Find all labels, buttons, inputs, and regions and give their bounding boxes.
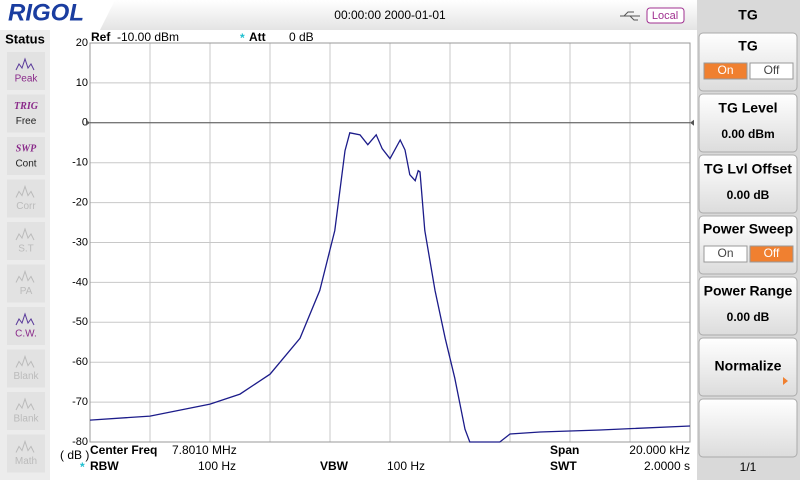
status-item[interactable] (7, 179, 45, 218)
toggle-label: On (717, 246, 733, 260)
status-icon (15, 184, 35, 198)
status-icon (15, 439, 35, 453)
menu-button[interactable] (698, 93, 798, 153)
status-item[interactable] (7, 222, 45, 260)
menu-page: 1/1 (740, 460, 757, 474)
status-label: Blank (13, 414, 39, 425)
status-label: Peak (15, 74, 39, 85)
rbw-label: RBW (90, 459, 119, 473)
ref-label: Ref (91, 30, 111, 44)
y-tick-label: -60 (72, 356, 88, 368)
menu-button[interactable] (698, 337, 798, 397)
ref-marker-left (86, 119, 90, 126)
toggle-option[interactable] (703, 62, 748, 80)
y-tick-label: -20 (72, 197, 88, 209)
mode-box (646, 7, 685, 24)
y-tick-label: -30 (72, 236, 88, 248)
menu-title: TG (738, 7, 758, 23)
plot-border (89, 42, 691, 443)
status-label: Math (15, 456, 37, 467)
status-icon (15, 227, 35, 241)
att-value: 0 dB (289, 30, 314, 44)
status-item[interactable] (7, 307, 45, 345)
status-item[interactable] (7, 94, 45, 133)
menu-button-label: Power Sweep (703, 221, 793, 237)
status-icon (15, 354, 35, 368)
logo: RIGOL (8, 0, 84, 26)
status-item[interactable] (7, 137, 45, 175)
y-tick-label: -40 (72, 276, 88, 288)
status-icon (15, 397, 35, 411)
y-tick-label: 10 (76, 77, 88, 89)
vbw-value: 100 Hz (387, 459, 425, 473)
span-value: 20.000 kHz (629, 443, 690, 457)
status-icon (15, 269, 35, 283)
status-label: C.W. (15, 329, 37, 340)
y-tick-label: -80 (72, 436, 88, 448)
status-label: Free (16, 116, 37, 127)
menu-button-label: TG (738, 38, 758, 54)
span-label: Span (550, 443, 579, 457)
y-tick-label: -70 (72, 396, 88, 408)
status-label: PA (20, 286, 33, 297)
y-tick-label: -10 (72, 157, 88, 169)
toggle-label: Off (764, 246, 780, 260)
menu-button-value: 0.00 dBm (721, 127, 774, 141)
y-tick-label: 20 (76, 37, 88, 49)
y-tick-label: 0 (82, 117, 88, 129)
att-star: * (240, 31, 245, 45)
menu-button-value: 0.00 dB (727, 188, 770, 202)
menu-button-label: Normalize (715, 358, 782, 374)
toggle-option[interactable] (749, 245, 794, 263)
rbw-star: * (80, 460, 85, 474)
status-label: Corr (16, 201, 36, 212)
toggle-option[interactable] (703, 245, 748, 263)
status-label: S.T (18, 244, 34, 255)
status-icon (15, 312, 35, 326)
status-label: Blank (13, 371, 39, 382)
usb-icon (620, 11, 640, 21)
vbw-label: VBW (320, 459, 349, 473)
menu-button-label: TG Lvl Offset (704, 161, 792, 177)
y-tick-label: -50 (72, 316, 88, 328)
ref-marker-right (690, 119, 694, 126)
submenu-arrow (783, 377, 788, 385)
menu-button[interactable] (698, 276, 798, 336)
center-value: 7.8010 MHz (172, 443, 237, 457)
status-tag: TRIG (14, 101, 39, 112)
header (0, 0, 697, 30)
center-label: Center Freq (90, 443, 157, 457)
swt-label: SWT (550, 459, 577, 473)
menu-button-label: Power Range (704, 283, 793, 299)
status-icon (15, 57, 35, 71)
status-item[interactable] (7, 349, 45, 388)
menu-button-value: 0.00 dB (727, 310, 770, 324)
rbw-value: 100 Hz (198, 459, 236, 473)
toggle-option[interactable] (749, 62, 794, 80)
status-item[interactable] (7, 434, 45, 473)
menu-button-empty[interactable] (698, 398, 798, 458)
ref-value: -10.00 dBm (117, 30, 179, 44)
menu-button-label: TG Level (718, 100, 777, 116)
swt-value: 2.0000 s (644, 459, 690, 473)
menu-button[interactable] (698, 154, 798, 214)
status-label: Cont (15, 159, 36, 170)
mode: Local (652, 10, 678, 22)
att-label: Att (249, 30, 266, 44)
status-item[interactable] (7, 52, 45, 90)
toggle-label: Off (764, 63, 780, 77)
status-tag: SWP (16, 143, 37, 154)
datetime: 00:00:00 2000-01-01 (334, 8, 446, 22)
status-title: Status (5, 31, 45, 46)
unit: ( dB ) (60, 448, 89, 462)
plot-panel (50, 30, 697, 480)
status-item[interactable] (7, 392, 45, 430)
trace (89, 132, 691, 443)
toggle-label: On (717, 63, 733, 77)
status-item[interactable] (7, 264, 45, 303)
logo-area (0, 0, 115, 30)
